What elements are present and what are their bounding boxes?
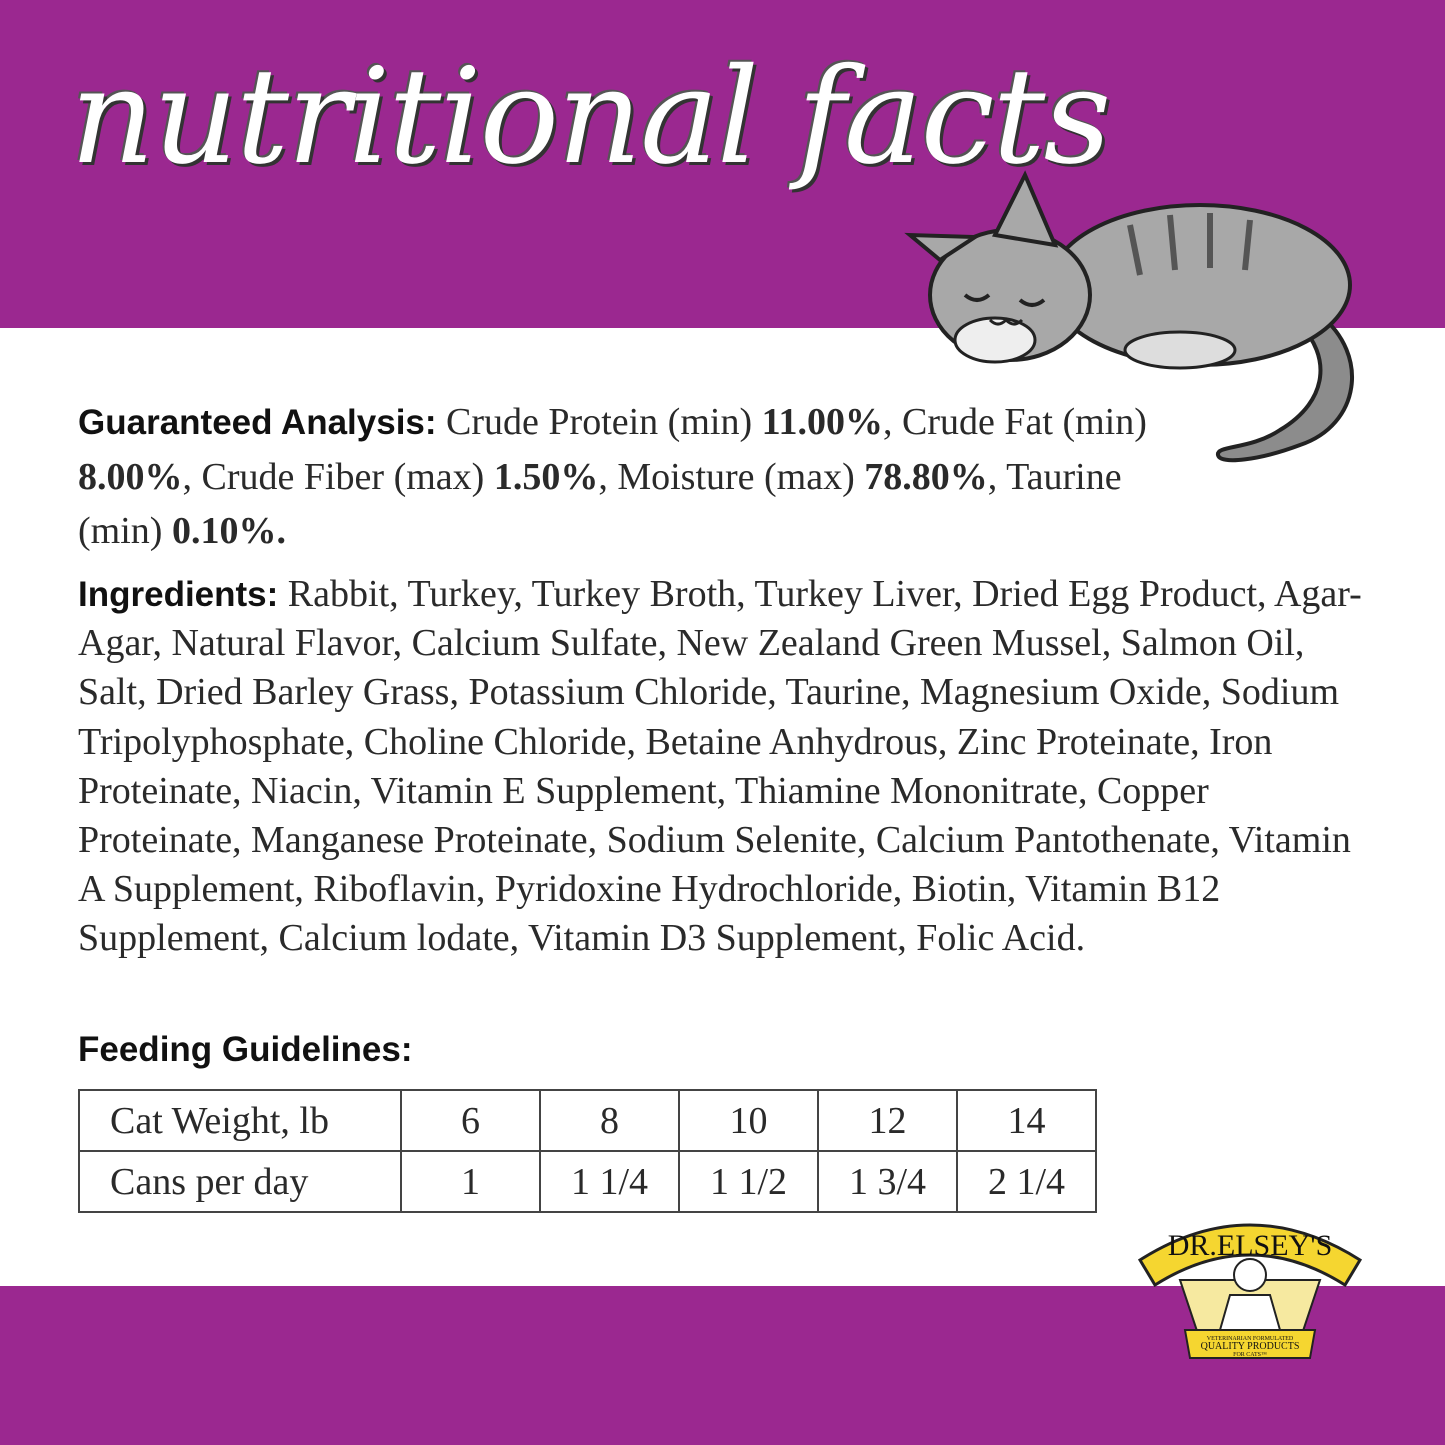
table-cell: 2 1/4 [956, 1150, 1097, 1213]
ingredients-heading: Ingredients: [78, 575, 279, 614]
ingredients-text: Rabbit, Turkey, Turkey Broth, Turkey Liv… [78, 573, 1362, 960]
page-title: nutritional facts [70, 40, 1111, 194]
analysis-value: 11.00% [761, 401, 884, 443]
table-cell: 8 [539, 1089, 680, 1152]
table-cell: 12 [817, 1089, 958, 1152]
row-label: Cat Weight, lb [78, 1089, 402, 1152]
feeding-guidelines-heading: Feeding Guidelines: [78, 1030, 413, 1069]
analysis-text: Crude Protein (min) [436, 401, 762, 443]
table-cell: 6 [400, 1089, 541, 1152]
sleeping-cat-illustration [904, 170, 1354, 463]
feeding-table: Cat Weight, lb 6 8 10 12 14 Cans per day 1 1 1/4… [78, 1089, 1097, 1213]
table-cell: 1 1/4 [539, 1150, 680, 1213]
table-cell: 1 1/2 [678, 1150, 819, 1213]
table-row: Cat Weight, lb 6 8 10 12 14 [78, 1089, 1097, 1152]
dr-elseys-logo: DR.ELSEY'S VETERINARIAN FORMULATED QUALI… [1137, 1223, 1363, 1359]
svg-text:FOR CATS™: FOR CATS™ [1233, 1352, 1267, 1358]
analysis-heading: Guaranteed Analysis: [78, 403, 437, 442]
analysis-text: , Moisture (max) [598, 456, 865, 498]
svg-text:QUALITY PRODUCTS: QUALITY PRODUCTS [1201, 1341, 1300, 1352]
table-cell: 14 [956, 1089, 1097, 1152]
row-label: Cans per day [78, 1150, 402, 1213]
analysis-text: , Crude Fat (min) [883, 401, 1147, 443]
analysis-value: 8.00% [78, 456, 183, 498]
analysis-value: 78.80% [864, 456, 988, 498]
analysis-value: 1.50% [493, 456, 599, 498]
ingredients: Ingredients: Rabbit, Turkey, Turkey Brot… [78, 570, 1368, 964]
svg-text:VETERINARIAN FORMULATED: VETERINARIAN FORMULATED [1207, 1336, 1294, 1342]
analysis-text: , Taurine (min) [78, 456, 1122, 552]
table-cell: 1 3/4 [817, 1150, 958, 1213]
table-cell: 10 [678, 1089, 819, 1152]
guaranteed-analysis: Guaranteed Analysis: Crude Protein (min)… [78, 395, 1188, 558]
analysis-value: 0.10%. [171, 510, 286, 552]
table-row: Cans per day 1 1 1/4 1 1/2 1 3/4 2 1/4 [78, 1150, 1097, 1213]
table-cell: 1 [400, 1150, 541, 1213]
logo-brand-text: DR.ELSEY'S [1168, 1229, 1333, 1262]
analysis-text: , Crude Fiber (max) [182, 456, 494, 498]
